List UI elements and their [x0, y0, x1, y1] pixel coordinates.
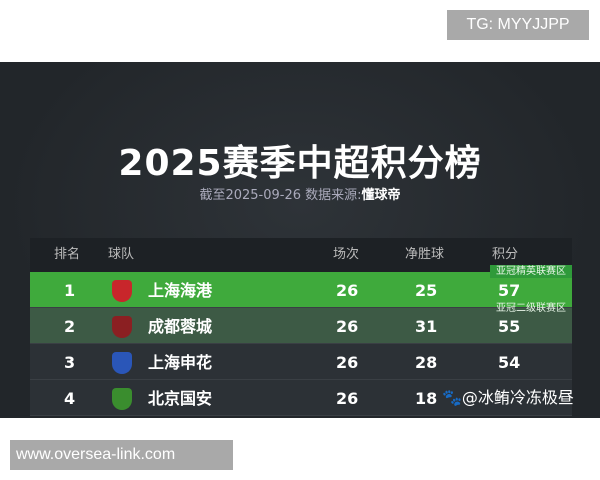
header-rank: 排名: [54, 247, 81, 262]
zone-label-elite: 亚冠精英联赛区: [490, 265, 572, 278]
played: 26: [336, 353, 359, 372]
rank: 3: [64, 353, 76, 372]
goal-difference: 28: [415, 353, 438, 372]
rank: 2: [64, 317, 76, 336]
goal-difference: 31: [415, 317, 438, 336]
team-name: 成都蓉城: [148, 317, 213, 336]
tg-watermark: TG: MYYJJPP: [447, 10, 589, 40]
weibo-watermark: 🐾@冰鲔冷冻极昼: [442, 388, 574, 407]
header-gd: 净胜球: [405, 247, 445, 262]
points: 55: [498, 317, 521, 336]
rank: 4: [64, 389, 76, 408]
table-header: 排名 球队 场次 净胜球 积分: [30, 238, 572, 272]
goal-difference: 25: [415, 281, 438, 300]
played: 26: [336, 281, 359, 300]
page-title: 2025赛季中超积分榜: [118, 143, 482, 184]
team-name: 北京国安: [148, 389, 213, 408]
team-name: 上海申花: [148, 353, 213, 372]
header-team: 球队: [108, 247, 135, 262]
subtitle-date: 截至2025-09-26 数据来源:: [199, 188, 362, 203]
team-name: 上海海港: [148, 281, 213, 300]
table-row: 1 上海海港 26 25 57 亚冠精英联赛区: [30, 265, 572, 308]
team-logo-icon: [112, 388, 132, 410]
points: 54: [498, 353, 521, 372]
goal-difference: 18: [415, 389, 438, 408]
rank: 1: [64, 281, 76, 300]
subtitle: 截至2025-09-26 数据来源:懂球帝: [0, 184, 600, 203]
team-logo-icon: [112, 352, 132, 374]
standings-image: 2025赛季中超积分榜 截至2025-09-26 数据来源:懂球帝 排名 球队 …: [0, 62, 600, 418]
points: 57: [498, 281, 521, 300]
table-row: 4 北京国安 26 18: [30, 380, 572, 416]
standings-table: 排名 球队 场次 净胜球 积分 1 上海海港 26 25 57 亚冠精英联赛区 2 …: [30, 238, 572, 416]
zone-label-two: 亚冠二级联赛区: [496, 303, 566, 314]
data-source: 懂球帝: [361, 188, 401, 203]
team-logo-icon: [112, 316, 132, 338]
header-points: 积分: [492, 247, 519, 262]
table-row: 3 上海申花 26 28 54: [30, 344, 572, 380]
table-row: 2 成都蓉城 26 31 55 亚冠二级联赛区: [30, 303, 572, 344]
header-played: 场次: [333, 247, 360, 262]
site-watermark: www.oversea-link.com: [10, 440, 233, 470]
team-logo-icon: [112, 280, 132, 302]
played: 26: [336, 389, 359, 408]
played: 26: [336, 317, 359, 336]
